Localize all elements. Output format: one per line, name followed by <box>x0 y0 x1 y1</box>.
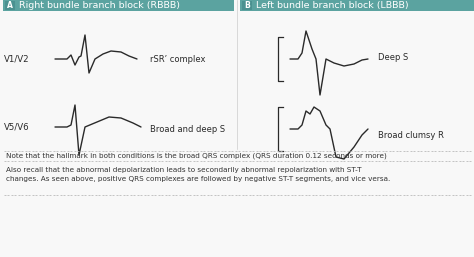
Text: Left bundle branch block (LBBB): Left bundle branch block (LBBB) <box>256 1 409 10</box>
Bar <box>242 1 252 10</box>
Bar <box>240 0 474 11</box>
Text: A: A <box>7 1 13 10</box>
Text: Also recall that the abnormal depolarization leads to secondarily abnormal repol: Also recall that the abnormal depolariza… <box>6 167 390 182</box>
Text: Note that the hallmark in both conditions is the broad QRS complex (QRS duration: Note that the hallmark in both condition… <box>6 153 387 159</box>
Text: rSR’ complex: rSR’ complex <box>150 54 206 63</box>
Text: Deep S: Deep S <box>378 52 408 61</box>
Text: V5/V6: V5/V6 <box>4 123 29 132</box>
Text: Broad clumsy R: Broad clumsy R <box>378 131 444 140</box>
Bar <box>5 1 15 10</box>
Text: Broad and deep S: Broad and deep S <box>150 125 225 134</box>
Text: Right bundle branch block (RBBB): Right bundle branch block (RBBB) <box>19 1 180 10</box>
Bar <box>3 0 234 11</box>
Text: B: B <box>244 1 250 10</box>
Text: V1/V2: V1/V2 <box>4 54 29 63</box>
